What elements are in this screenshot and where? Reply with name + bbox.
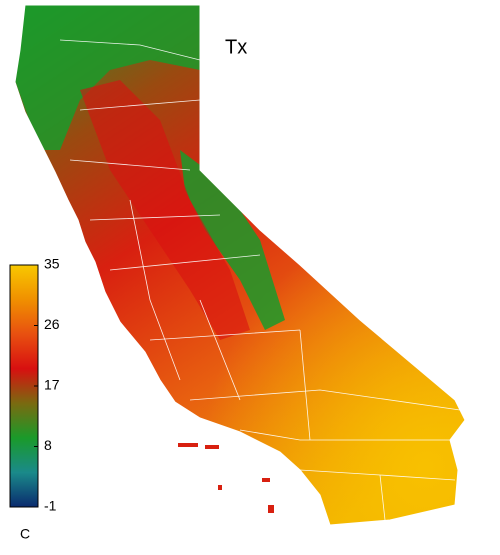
- colorbar-tick-label: 26: [44, 316, 60, 332]
- colorbar: [9, 264, 39, 508]
- colorbar-unit: C: [20, 526, 30, 542]
- colorbar-tick-label: 8: [44, 437, 52, 453]
- colorbar-tick-label: -1: [44, 498, 57, 514]
- channel-islands: [178, 443, 274, 513]
- colorbar-tick-label: 35: [44, 256, 60, 272]
- map-title: Tx: [225, 36, 247, 58]
- state-outline: [14, 4, 466, 526]
- colorbar-tick-label: 17: [44, 377, 60, 393]
